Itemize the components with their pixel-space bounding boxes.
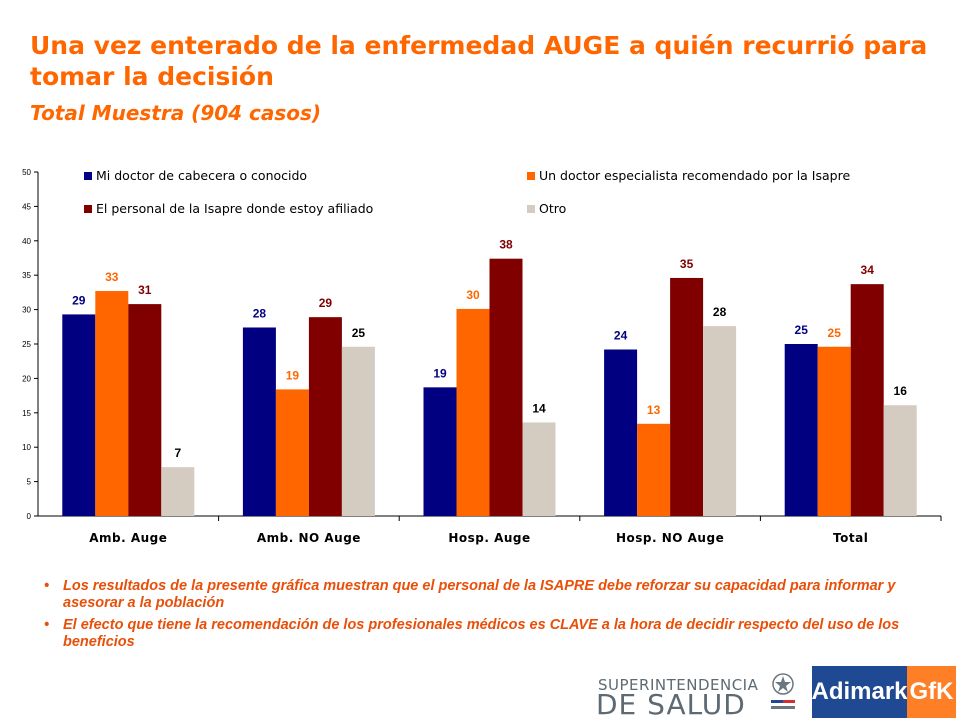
x-tick-label: Hosp. Auge <box>448 531 530 545</box>
y-tick-label: 30 <box>22 306 31 315</box>
slide-title: Una vez enterado de la enfermedad AUGE a… <box>30 31 928 91</box>
legend-swatch <box>84 172 92 180</box>
bullet-icon: • <box>44 617 50 633</box>
data-label: 25 <box>795 323 809 337</box>
y-tick-label: 0 <box>27 512 32 521</box>
legend-swatch <box>527 172 535 180</box>
slide-subtitle: Total Muestra (904 casos) <box>30 101 322 125</box>
bar <box>489 258 523 516</box>
bar <box>604 349 638 516</box>
data-label: 29 <box>319 296 333 310</box>
x-tick-label: Total <box>833 531 868 545</box>
data-label: 19 <box>286 368 300 382</box>
superintendencia-logo: SUPERINTENDENCIA DE SALUD <box>596 666 806 720</box>
note-item: • El efecto que tiene la recomendación de… <box>44 617 944 651</box>
y-tick-label: 50 <box>22 168 31 177</box>
bar <box>703 326 737 516</box>
bar <box>637 423 671 516</box>
y-tick-label: 45 <box>22 202 31 211</box>
bar <box>62 314 96 516</box>
bar <box>784 344 818 516</box>
bar <box>242 327 276 516</box>
footer-logos: SUPERINTENDENCIA DE SALUD Adimark GfK <box>596 666 960 720</box>
y-tick-label: 15 <box>22 409 31 418</box>
y-tick-label: 25 <box>22 340 31 349</box>
gfk-logo-text: GfK <box>907 666 956 718</box>
bar <box>670 277 704 516</box>
data-label: 33 <box>105 270 119 284</box>
legend-label: Mi doctor de cabecera o conocido <box>96 168 307 183</box>
notes-list: • Los resultados de la presente gráfica m… <box>44 578 944 656</box>
data-label: 38 <box>499 238 513 252</box>
adimark-gfk-logo: Adimark GfK <box>811 666 956 718</box>
note-item: • Los resultados de la presente gráfica m… <box>44 578 944 612</box>
data-label: 13 <box>647 403 661 417</box>
data-label: 25 <box>828 326 842 340</box>
data-label: 30 <box>466 288 480 302</box>
data-label: 14 <box>532 401 546 415</box>
adimark-logo-text: Adimark <box>811 666 908 718</box>
data-label: 34 <box>861 263 875 277</box>
superintendencia-text: SUPERINTENDENCIA <box>598 676 759 694</box>
bar-chart: 0 5 10 15 20 25 30 35 40 45 50 29 33 31 7 Amb. Auge 28 19… <box>22 168 942 545</box>
data-label: 24 <box>614 329 628 343</box>
gobierno-de-chile-seal-icon <box>771 673 795 709</box>
y-tick-label: 40 <box>22 237 31 246</box>
note-text: El efecto que tiene la recomendación de … <box>63 617 900 650</box>
bar <box>423 387 457 516</box>
legend-label: El personal de la Isapre donde estoy afi… <box>96 201 373 216</box>
note-text: Los resultados de la presente gráfica mu… <box>63 578 896 611</box>
data-label: 16 <box>894 384 908 398</box>
legend-swatch <box>84 205 92 213</box>
bar <box>161 467 195 516</box>
legend-label: Otro <box>539 201 566 216</box>
y-tick-label: 5 <box>27 478 32 487</box>
y-tick-label: 20 <box>22 374 31 383</box>
bar <box>883 405 917 516</box>
data-label: 25 <box>352 326 366 340</box>
data-label: 29 <box>72 293 86 307</box>
bar <box>308 317 342 516</box>
bar <box>456 308 490 516</box>
x-tick-label: Hosp. NO Auge <box>616 531 724 545</box>
x-tick-label: Amb. Auge <box>89 531 167 545</box>
bar <box>275 389 309 516</box>
legend-label: Un doctor especialista recomendado por l… <box>539 168 850 183</box>
x-tick-label: Amb. NO Auge <box>257 531 361 545</box>
data-label: 7 <box>174 446 181 460</box>
data-label: 19 <box>433 366 447 380</box>
bar <box>522 422 556 516</box>
y-tick-label: 35 <box>22 271 31 280</box>
y-tick-label: 10 <box>22 443 31 452</box>
data-label: 28 <box>253 306 267 320</box>
data-label: 31 <box>138 283 152 297</box>
bullet-icon: • <box>44 578 50 594</box>
legend-swatch <box>527 205 535 213</box>
de-salud-text: DE SALUD <box>596 688 746 720</box>
bar <box>850 284 884 516</box>
bar <box>128 304 162 516</box>
data-label: 35 <box>680 257 694 271</box>
bar <box>341 346 375 516</box>
bar <box>817 346 851 516</box>
bar <box>95 291 129 516</box>
data-label: 28 <box>713 305 727 319</box>
